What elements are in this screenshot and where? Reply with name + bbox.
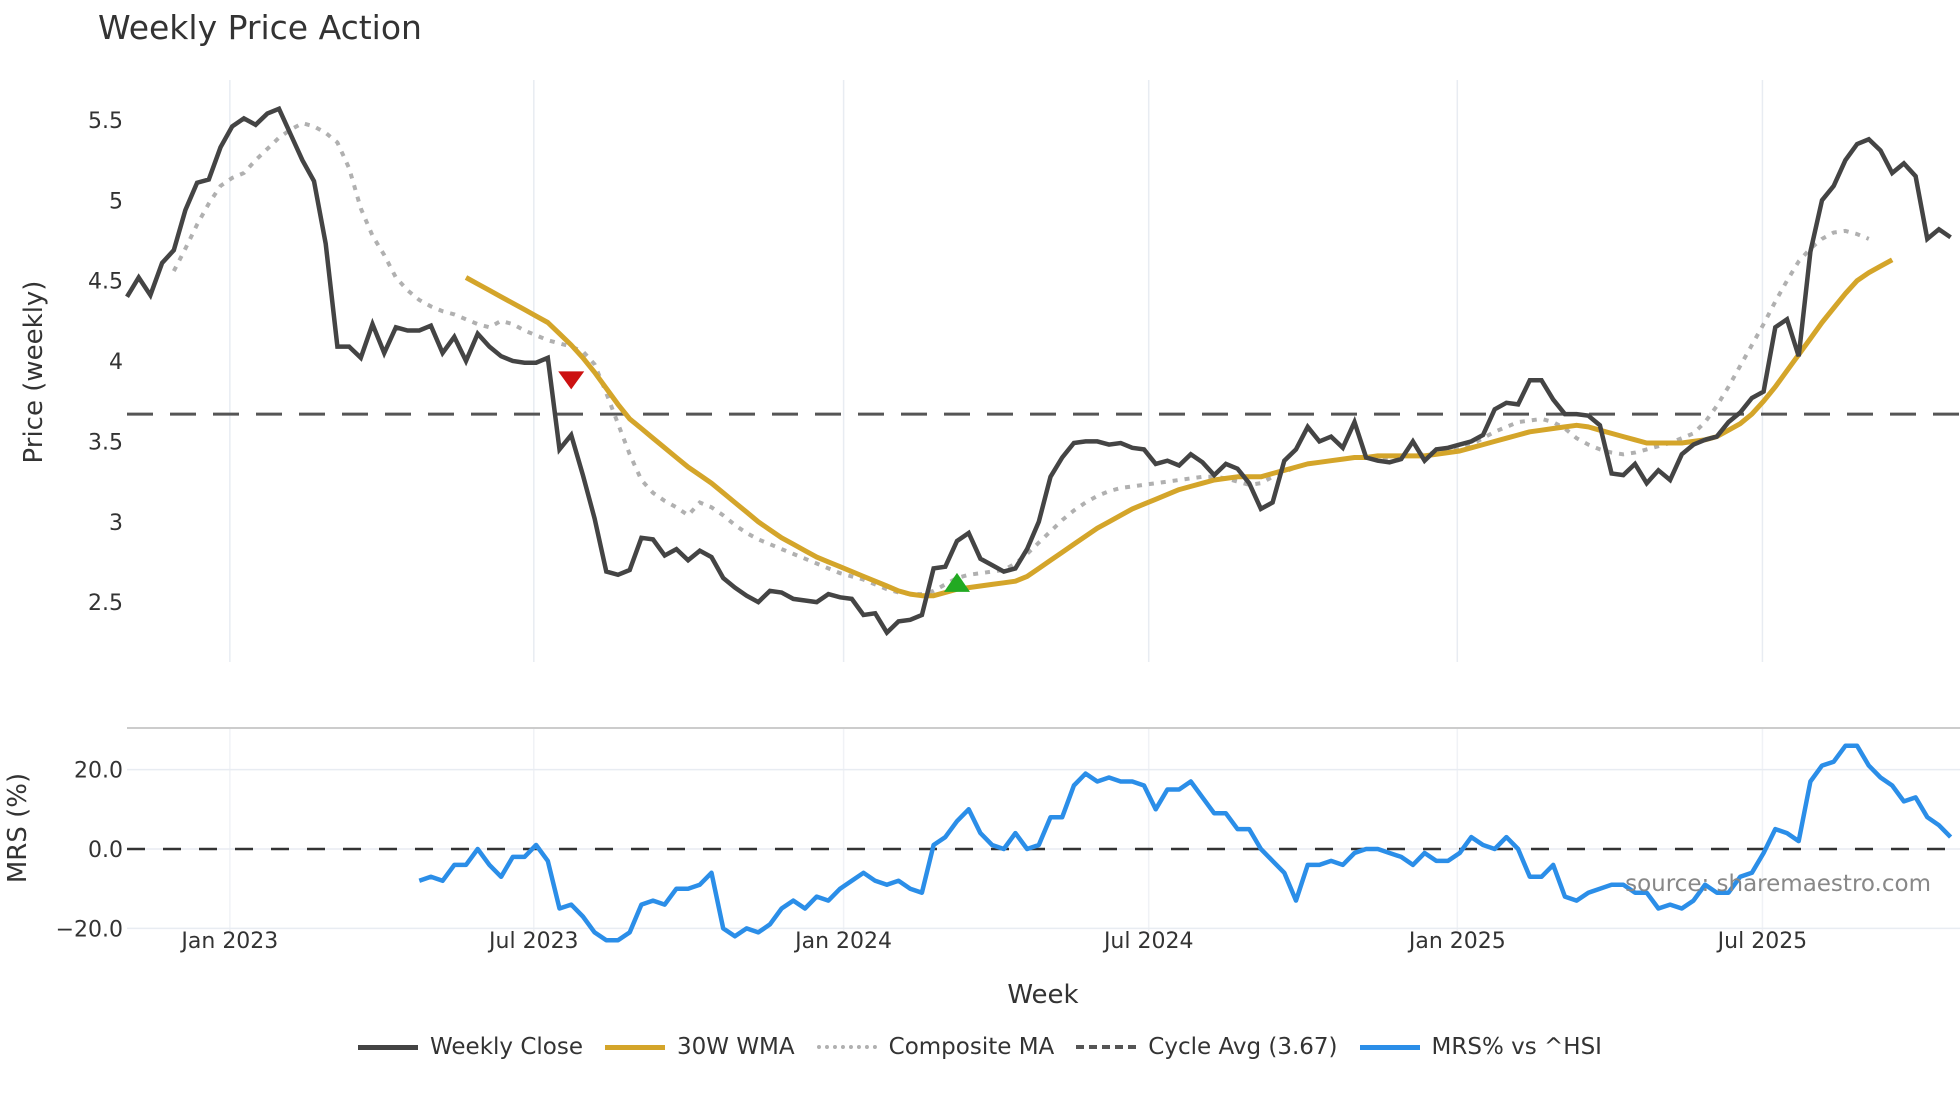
buy-signal-marker-icon [943, 572, 970, 592]
y-tick-label: 2.5 [88, 591, 123, 616]
legend-label: Cycle Avg (3.67) [1148, 1034, 1338, 1060]
legend-swatch-icon [1359, 1044, 1420, 1050]
weekly-close-line[interactable] [125, 105, 1952, 637]
legend-swatch-icon [1076, 1045, 1137, 1049]
y-tick-label: 3 [109, 511, 123, 536]
x-tick-label: Jul 2024 [1102, 929, 1194, 954]
y-tick-label: 5 [109, 189, 123, 214]
legend: Weekly Close 30W WMA Composite MA Cycle Avg… [0, 1034, 1960, 1060]
legend-item[interactable]: Cycle Avg (3.67) [1076, 1034, 1338, 1060]
source-label: source: sharemaestro.com [1625, 871, 1931, 897]
legend-label: Weekly Close [430, 1034, 583, 1060]
legend-swatch-icon [605, 1044, 665, 1050]
mrs-series[interactable] [127, 743, 1960, 943]
sell-signal-marker-icon [558, 371, 585, 390]
mrs-line[interactable] [418, 743, 1953, 943]
legend-label: 30W WMA [677, 1034, 795, 1060]
mrs-tick-label: 20.0 [74, 759, 123, 784]
legend-label: MRS% vs ^HSI [1431, 1034, 1602, 1060]
x-axis-ticks: Jan 2023 Jul 2023 Jan 2024 Jul 2024 Jan 2025… [179, 929, 1807, 954]
y-tick-label: 4 [109, 350, 123, 375]
mrs-y-axis-ticks: −20.0 0.0 20.0 [56, 759, 123, 943]
legend-swatch-icon [358, 1044, 419, 1050]
mrs-y-axis-title: MRS (%) [3, 773, 33, 883]
legend-swatch-icon [816, 1045, 877, 1049]
legend-item[interactable]: MRS% vs ^HSI [1359, 1034, 1602, 1060]
composite-ma-line[interactable] [172, 121, 1870, 597]
wma-30w-line[interactable] [464, 257, 1894, 599]
price-y-axis-ticks: 2.5 3 3.5 4 4.5 5 5.5 [88, 109, 123, 616]
x-tick-label: Jan 2025 [1407, 929, 1506, 954]
x-tick-label: Jul 2025 [1716, 929, 1808, 954]
legend-item[interactable]: Composite MA [816, 1034, 1055, 1060]
y-tick-label: 3.5 [88, 430, 123, 455]
x-tick-label: Jan 2023 [179, 929, 278, 954]
x-tick-label: Jul 2023 [487, 929, 579, 954]
x-axis-title: Week [1007, 980, 1078, 1010]
price-series[interactable] [125, 105, 1960, 637]
chart-title: Weekly Price Action [98, 8, 422, 47]
legend-item[interactable]: Weekly Close [358, 1034, 583, 1060]
y-tick-label: 5.5 [88, 109, 123, 134]
price-y-axis-title: Price (weekly) [19, 281, 49, 464]
legend-label: Composite MA [888, 1034, 1055, 1060]
x-tick-label: Jan 2024 [793, 929, 892, 954]
signal-markers [558, 371, 970, 592]
y-tick-label: 4.5 [88, 270, 123, 295]
legend-item[interactable]: 30W WMA [605, 1034, 795, 1060]
mrs-tick-label: 0.0 [88, 838, 123, 863]
mrs-tick-label: −20.0 [56, 917, 123, 942]
